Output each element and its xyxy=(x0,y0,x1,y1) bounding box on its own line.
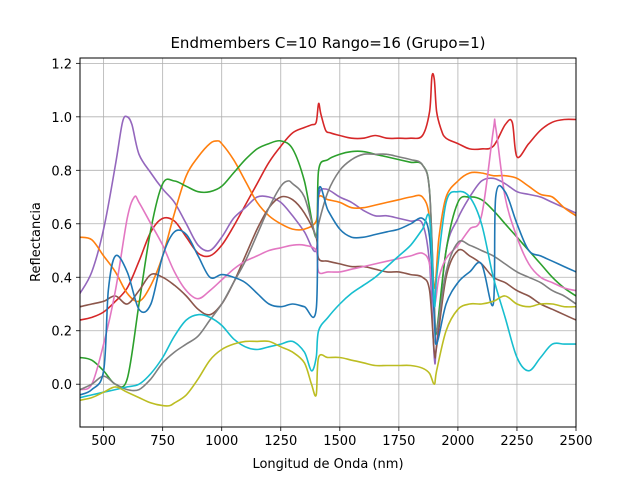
y-tick-label: 0.0 xyxy=(51,378,72,393)
x-tick-label: 1500 xyxy=(323,434,356,449)
series-group xyxy=(80,72,576,407)
series-line-2 xyxy=(80,115,576,365)
x-tick-label: 2250 xyxy=(500,434,533,449)
y-tick-label: 1.0 xyxy=(51,111,72,126)
y-tick-label: 0.8 xyxy=(51,164,72,179)
series-line-7 xyxy=(80,153,576,392)
y-tick-label: 0.2 xyxy=(51,325,72,340)
series-line-8 xyxy=(80,184,576,396)
x-axis-label: Longitud de Onda (nm) xyxy=(252,457,403,472)
series-line-9 xyxy=(80,190,576,399)
chart-title: Endmembers C=10 Rango=16 (Grupo=1) xyxy=(170,34,485,52)
y-tick-label: 1.2 xyxy=(51,57,72,72)
x-tick-label: 2500 xyxy=(559,434,592,449)
x-tick-label: 500 xyxy=(91,434,116,449)
x-tick-label: 1000 xyxy=(205,434,238,449)
series-line-4 xyxy=(80,139,576,388)
x-tick-label: 1250 xyxy=(264,434,297,449)
y-tick-label: 0.6 xyxy=(51,218,72,233)
x-tick-label: 2000 xyxy=(441,434,474,449)
y-axis-label: Reflectancia xyxy=(29,202,44,282)
series-line-1 xyxy=(80,72,576,321)
x-tick-label: 750 xyxy=(150,434,175,449)
series-line-6 xyxy=(80,118,576,391)
series-line-3 xyxy=(80,140,576,303)
series-line-10 xyxy=(80,295,576,407)
series-line-5 xyxy=(80,195,576,359)
plot-frame xyxy=(79,57,577,428)
y-tick-label: 0.4 xyxy=(51,271,72,286)
axis-ticks: 500 750 1000 1250 1500 1750 2000 2250 2500 0.0 0.2… xyxy=(51,57,592,449)
x-tick-label: 1750 xyxy=(382,434,415,449)
